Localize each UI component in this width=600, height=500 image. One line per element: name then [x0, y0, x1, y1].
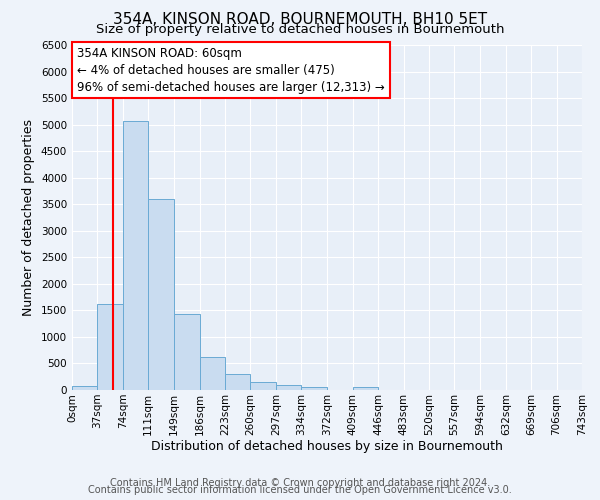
Text: Contains public sector information licensed under the Open Government Licence v3: Contains public sector information licen…	[88, 485, 512, 495]
Text: Size of property relative to detached houses in Bournemouth: Size of property relative to detached ho…	[96, 22, 504, 36]
Bar	[250, 382, 276, 390]
Bar	[174, 314, 200, 390]
Y-axis label: Number of detached properties: Number of detached properties	[22, 119, 35, 316]
Text: 354A, KINSON ROAD, BOURNEMOUTH, BH10 5ET: 354A, KINSON ROAD, BOURNEMOUTH, BH10 5ET	[113, 12, 487, 28]
Bar	[353, 388, 378, 390]
Bar	[123, 120, 148, 390]
Bar	[72, 386, 97, 390]
X-axis label: Distribution of detached houses by size in Bournemouth: Distribution of detached houses by size …	[151, 440, 503, 454]
Bar	[148, 199, 173, 390]
Bar	[301, 388, 326, 390]
Text: Contains HM Land Registry data © Crown copyright and database right 2024.: Contains HM Land Registry data © Crown c…	[110, 478, 490, 488]
Bar	[97, 304, 123, 390]
Bar	[225, 374, 250, 390]
Bar	[276, 384, 301, 390]
Bar	[200, 357, 225, 390]
Text: 354A KINSON ROAD: 60sqm
← 4% of detached houses are smaller (475)
96% of semi-de: 354A KINSON ROAD: 60sqm ← 4% of detached…	[77, 46, 385, 94]
